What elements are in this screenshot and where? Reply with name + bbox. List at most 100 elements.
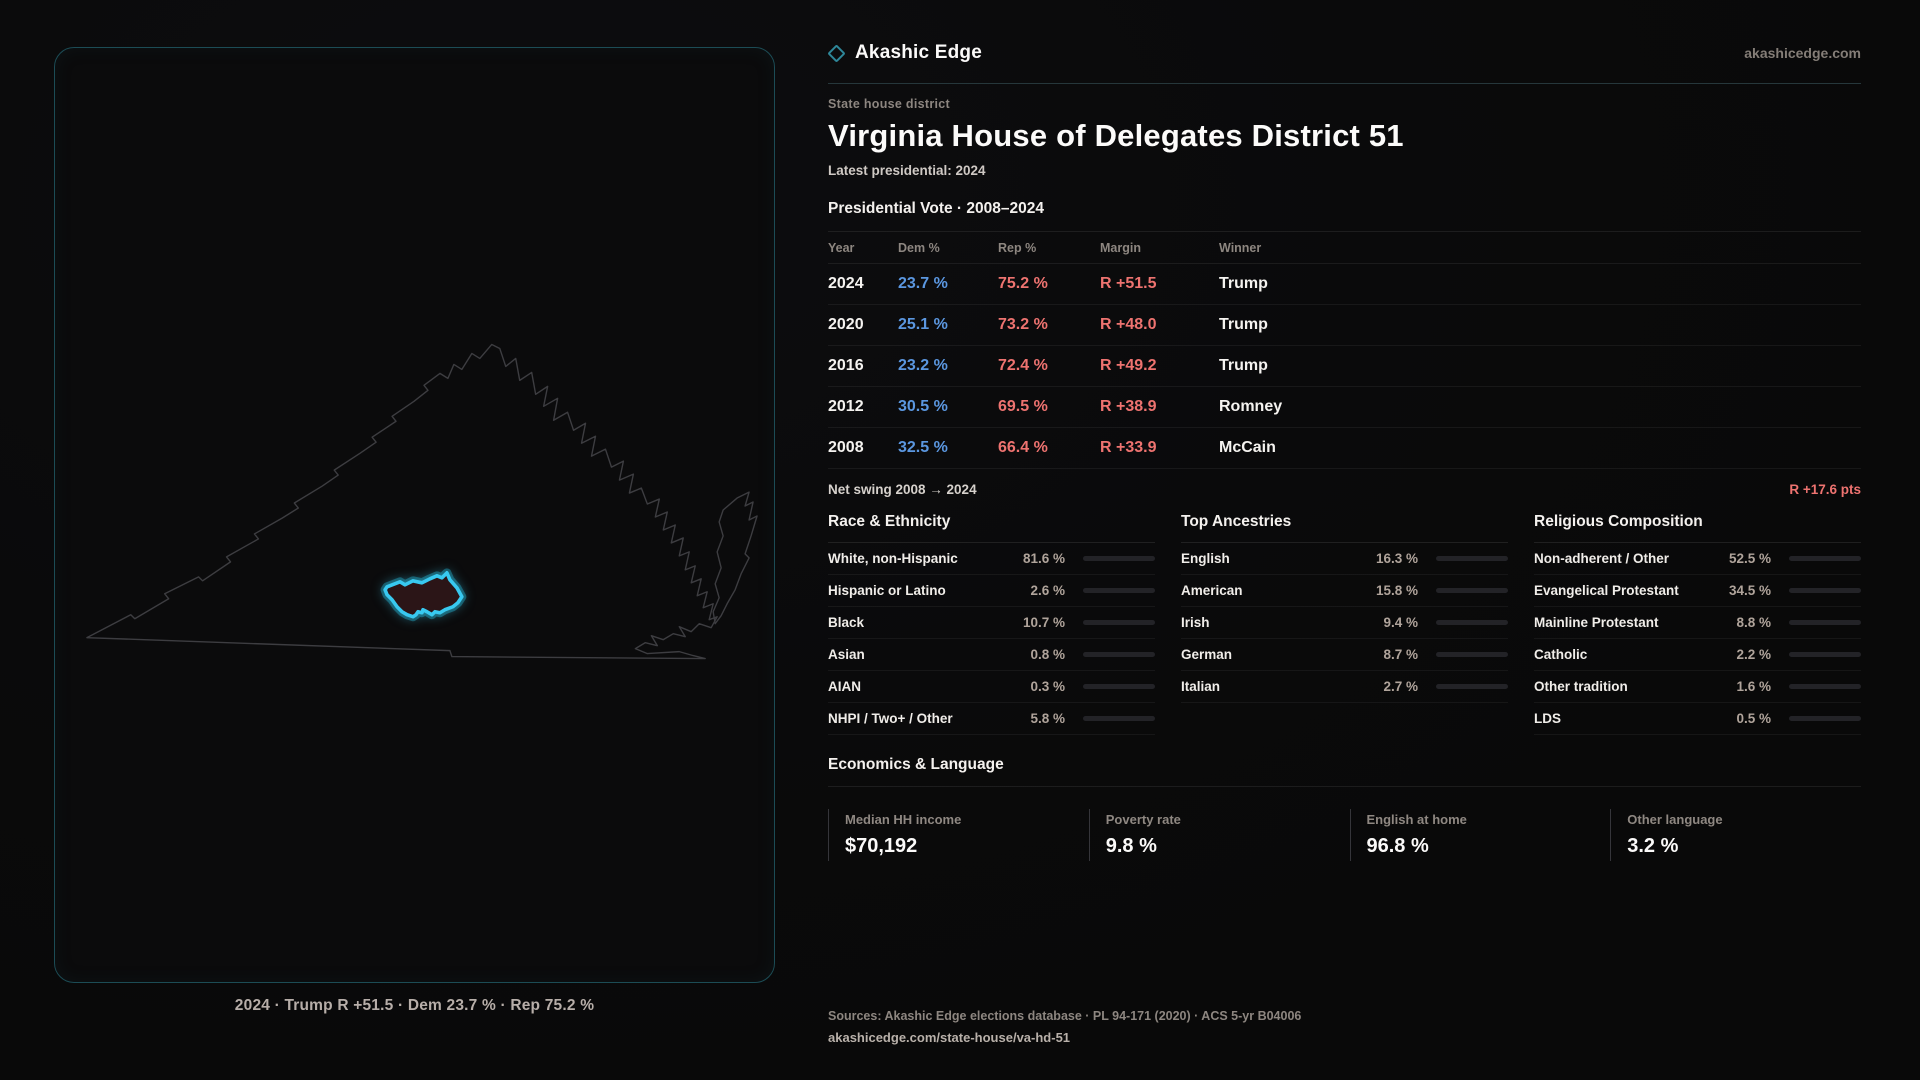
stat-bar [1789, 652, 1861, 657]
stat-label: Black [828, 615, 865, 630]
col-rep: Rep % [998, 241, 1037, 255]
dem-cell: 30.5 % [898, 398, 948, 415]
brand-name: Akashic Edge [855, 42, 983, 63]
vote-section-heading: Presidential Vote · 2008–2024 [828, 200, 1044, 217]
stat-label: White, non-Hispanic [828, 551, 958, 566]
stat-value: 16.3 % [1375, 551, 1418, 566]
dem-cell: 32.5 % [898, 439, 948, 456]
stat-row: Italian 2.7 % [1181, 671, 1508, 703]
stat-bar [1436, 588, 1508, 593]
stat-bar [1436, 556, 1508, 561]
district-map-panel [54, 47, 775, 983]
econ-label: Poverty rate [1105, 812, 1181, 827]
winner-cell: Trump [1219, 357, 1268, 374]
stat-label: Hispanic or Latino [828, 583, 946, 598]
diamond-logo-icon [827, 43, 846, 63]
stat-row: German 8.7 % [1181, 639, 1508, 671]
ancestries-section: Top Ancestries English 16.3 % American 1… [1181, 513, 1508, 735]
econ-stat-median-income: Median HH income $70,192 [828, 809, 1079, 861]
religion-section: Religious Composition Non-adherent / Oth… [1534, 513, 1861, 735]
stat-bar [1436, 684, 1508, 689]
stat-bar [1436, 652, 1508, 657]
brand-row: Akashic Edge akashicedge.com [827, 40, 1861, 66]
econ-label: Other language [1627, 812, 1723, 827]
virginia-map [86, 343, 758, 660]
net-swing-row: Net swing 2008 → 2024 R +17.6 pts [828, 469, 1861, 509]
stat-row: Non-adherent / Other 52.5 % [1534, 543, 1861, 575]
section-heading: Religious Composition [1534, 513, 1861, 543]
stat-label: Non-adherent / Other [1534, 551, 1670, 566]
winner-cell: Romney [1219, 398, 1283, 415]
vote-table-header: Year Dem % Rep % Margin Winner [828, 232, 1861, 264]
stat-bar [1789, 620, 1861, 625]
demographics-grid: Race & Ethnicity White, non-Hispanic 81.… [828, 513, 1861, 735]
rep-cell: 75.2 % [998, 275, 1048, 292]
header-divider [828, 83, 1861, 84]
stat-row: Other tradition 1.6 % [1534, 671, 1861, 703]
rep-cell: 66.4 % [998, 439, 1048, 456]
stat-row: Black 10.7 % [828, 607, 1155, 639]
stat-value: 15.8 % [1375, 583, 1418, 598]
margin-cell: R +38.9 [1100, 398, 1157, 415]
dem-cell: 23.7 % [898, 275, 948, 292]
stat-row: Catholic 2.2 % [1534, 639, 1861, 671]
stat-bar [1083, 716, 1155, 721]
economics-section-heading: Economics & Language [828, 756, 1861, 787]
stat-row: Asian 0.8 % [828, 639, 1155, 671]
stat-label: NHPI / Two+ / Other [828, 711, 953, 726]
econ-value: 9.8 % [1105, 835, 1157, 857]
footer: Sources: Akashic Edge elections database… [828, 1009, 1861, 1045]
year-cell: 2020 [828, 316, 864, 333]
stat-value: 5.8 % [1030, 711, 1065, 726]
stat-label: Irish [1181, 615, 1210, 630]
winner-cell: McCain [1219, 439, 1276, 456]
stat-value: 2.2 % [1736, 647, 1771, 662]
stat-bar [1789, 588, 1861, 593]
latest-presidential-label: Latest presidential: 2024 [828, 163, 986, 178]
stat-label: Mainline Protestant [1534, 615, 1659, 630]
col-year: Year [828, 241, 855, 255]
stat-value: 8.7 % [1383, 647, 1418, 662]
stat-row: Mainline Protestant 8.8 % [1534, 607, 1861, 639]
permalink[interactable]: akashicedge.com/state-house/va-hd-51 [828, 1030, 1071, 1045]
map-caption: 2024 · Trump R +51.5 · Dem 23.7 % · Rep … [234, 997, 595, 1014]
stat-row: LDS 0.5 % [1534, 703, 1861, 735]
kicker-label: State house district [828, 97, 950, 111]
stat-value: 2.7 % [1383, 679, 1418, 694]
stat-bar [1083, 556, 1155, 561]
virginia-state-outline [86, 343, 718, 660]
stat-bar [1083, 588, 1155, 593]
stat-bar [1436, 620, 1508, 625]
col-winner: Winner [1219, 241, 1262, 255]
stat-label: Asian [828, 647, 865, 662]
col-dem: Dem % [898, 241, 940, 255]
winner-cell: Trump [1219, 275, 1268, 292]
dem-cell: 23.2 % [898, 357, 948, 374]
stat-row: Hispanic or Latino 2.6 % [828, 575, 1155, 607]
stat-row: NHPI / Two+ / Other 5.8 % [828, 703, 1155, 735]
margin-cell: R +49.2 [1100, 357, 1157, 374]
stat-value: 10.7 % [1022, 615, 1065, 630]
stat-row: English 16.3 % [1181, 543, 1508, 575]
page-title: Virginia House of Delegates District 51 [828, 118, 1404, 153]
stat-label: Italian [1181, 679, 1221, 694]
district-51-shape[interactable] [383, 571, 464, 619]
econ-label: English at home [1366, 812, 1467, 827]
stat-label: English [1181, 551, 1230, 566]
race-ethnicity-section: Race & Ethnicity White, non-Hispanic 81.… [828, 513, 1155, 735]
brand-domain-link[interactable]: akashicedge.com [1744, 45, 1861, 61]
economics-grid: Median HH income $70,192 Poverty rate 9.… [828, 809, 1861, 861]
year-cell: 2016 [828, 357, 864, 374]
margin-cell: R +51.5 [1100, 275, 1157, 292]
sources-line: Sources: Akashic Edge elections database… [828, 1009, 1302, 1023]
stat-bar [1789, 684, 1861, 689]
stat-label: American [1181, 583, 1243, 598]
divider [828, 231, 1861, 232]
econ-value: 3.2 % [1627, 835, 1679, 857]
econ-stat-other-language: Other language 3.2 % [1610, 809, 1861, 861]
section-heading: Race & Ethnicity [828, 513, 1155, 543]
econ-label: Median HH income [845, 812, 962, 827]
stat-bar [1789, 716, 1861, 721]
stat-value: 9.4 % [1383, 615, 1418, 630]
stat-row: American 15.8 % [1181, 575, 1508, 607]
